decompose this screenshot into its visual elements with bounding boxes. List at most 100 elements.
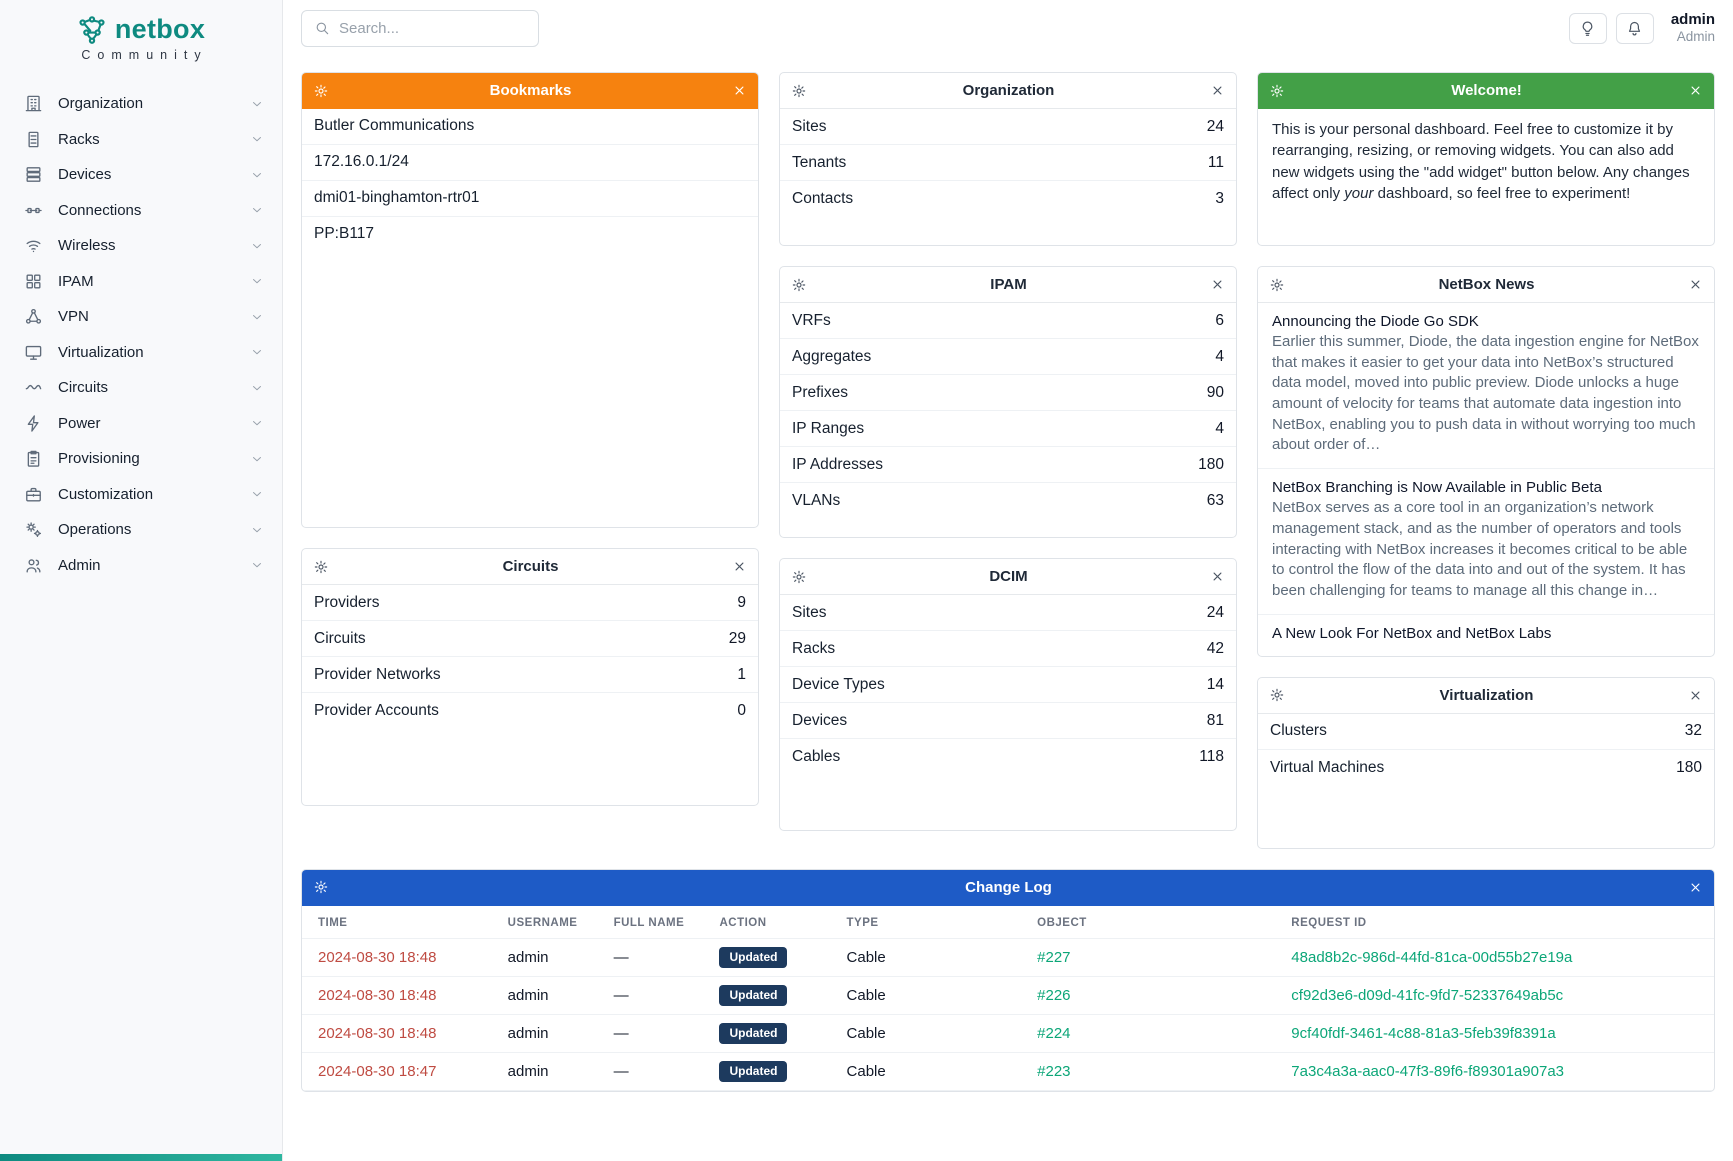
bookmark-item[interactable]: Butler Communications [302, 109, 758, 145]
changelog-request-link[interactable]: cf92d3e6-d09d-41fc-9fd7-52337649ab5c [1291, 986, 1564, 1004]
sidebar-item-connections[interactable]: Connections [0, 193, 282, 229]
sidebar-item-label: Customization [58, 485, 154, 503]
changelog-request-link[interactable]: 9cf40fdf-3461-4c88-81a3-5feb39f8391a [1291, 1024, 1556, 1042]
stat-value: 180 [1676, 758, 1702, 776]
close-icon[interactable] [1688, 880, 1703, 895]
stat-label-link[interactable]: Device Types [792, 675, 885, 693]
changelog-time-link[interactable]: 2024-08-30 18:47 [318, 1062, 437, 1080]
stat-label-link[interactable]: VLANs [792, 492, 841, 509]
stat-label-link[interactable]: Clusters [1270, 722, 1327, 740]
gear-icon[interactable] [1269, 277, 1285, 293]
ipam-icon [24, 272, 45, 291]
widget-welcome: Welcome! This is your personal dashboard… [1257, 72, 1715, 246]
stat-row: VLANs 63 [780, 483, 1236, 519]
changelog-request-link[interactable]: 48ad8b2c-986d-44fd-81ca-00d55b27e19a [1291, 948, 1573, 966]
sidebar-item-wireless[interactable]: Wireless [0, 228, 282, 264]
stat-label-link[interactable]: Providers [314, 593, 380, 611]
stat-label-link[interactable]: Aggregates [792, 347, 872, 365]
gear-icon[interactable] [1269, 83, 1285, 99]
stat-label-link[interactable]: Provider Networks [314, 665, 441, 683]
widget-header: Welcome! [1258, 73, 1714, 109]
gear-icon[interactable] [791, 83, 807, 99]
gear-icon[interactable] [791, 277, 807, 293]
sidebar-item-vpn[interactable]: VPN [0, 299, 282, 335]
stat-label-link[interactable]: IP Ranges [792, 419, 865, 437]
changelog-header-row: TIME USERNAME FULL NAME ACTION TYPE OBJECT REQ… [302, 905, 1714, 939]
sidebar-item-racks[interactable]: Racks [0, 122, 282, 158]
close-icon[interactable] [1688, 688, 1703, 703]
stat-value: 6 [1215, 311, 1224, 329]
changelog-type: Cable [846, 1062, 886, 1080]
bookmark-item[interactable]: dmi01-binghamton-rtr01 [302, 181, 758, 217]
brand-logo[interactable]: netbox [0, 14, 282, 45]
dashboard: Bookmarks Butler Communications 172.16.0.… [283, 56, 1733, 1161]
changelog-column-header: ACTION [711, 905, 839, 939]
news-article-title[interactable]: A New Look For NetBox and NetBox Labs [1272, 624, 1552, 642]
stat-label-link[interactable]: Cables [792, 748, 841, 765]
bookmark-item[interactable]: 172.16.0.1/24 [302, 145, 758, 181]
bookmark-item[interactable]: PP:B117 [314, 225, 375, 242]
news-article-body: Earlier this summer, Diode, the data ing… [1272, 333, 1699, 454]
stat-label-link[interactable]: Devices [792, 711, 848, 729]
changelog-object-link[interactable]: #224 [1037, 1024, 1071, 1042]
stat-label-link[interactable]: Virtual Machines [1270, 758, 1385, 776]
changelog-object-link[interactable]: #226 [1037, 986, 1071, 1004]
gear-icon[interactable] [313, 83, 329, 99]
notifications-button[interactable] [1615, 12, 1654, 44]
stat-label-link[interactable]: Sites [792, 603, 827, 621]
gear-icon[interactable] [313, 879, 329, 895]
changelog-request-link[interactable]: 7a3c4a3a-aac0-47f3-89f6-f89301a907a3 [1291, 1062, 1565, 1080]
changelog-object-link[interactable]: #227 [1037, 948, 1071, 966]
stat-row: IP Ranges 4 [780, 411, 1236, 447]
close-icon[interactable] [732, 559, 747, 574]
sidebar-item-organization[interactable]: Organization [0, 86, 282, 122]
chevron-down-icon [250, 203, 264, 217]
sidebar-item-operations[interactable]: Operations [0, 512, 282, 548]
stat-label-link[interactable]: Prefixes [792, 383, 848, 401]
theme-toggle-button[interactable] [1568, 12, 1607, 44]
widget-bookmarks: Bookmarks Butler Communications 172.16.0.… [301, 72, 759, 528]
welcome-text: This is your personal dashboard. Feel fr… [1272, 121, 1690, 202]
close-icon[interactable] [1210, 569, 1225, 584]
chevron-down-icon [250, 452, 264, 466]
sidebar-item-customization[interactable]: Customization [0, 477, 282, 513]
search-input[interactable] [339, 19, 538, 37]
sidebar-item-label: Connections [58, 201, 142, 219]
changelog-time-link[interactable]: 2024-08-30 18:48 [318, 986, 437, 1004]
close-icon[interactable] [1210, 83, 1225, 98]
sidebar-item-virtualization[interactable]: Virtualization [0, 335, 282, 371]
sidebar-item-power[interactable]: Power [0, 406, 282, 442]
stat-label-link[interactable]: VRFs [792, 311, 831, 329]
news-article-title[interactable]: Announcing the Diode Go SDK [1272, 313, 1479, 330]
close-icon[interactable] [1688, 83, 1703, 98]
stat-label-link[interactable]: Circuits [314, 629, 366, 647]
stat-label-link[interactable]: Sites [792, 117, 827, 135]
stat-row: Racks 42 [780, 631, 1236, 667]
close-icon[interactable] [1688, 277, 1703, 292]
gear-icon[interactable] [313, 559, 329, 575]
sidebar-item-provisioning[interactable]: Provisioning [0, 441, 282, 477]
sidebar-item-devices[interactable]: Devices [0, 157, 282, 193]
changelog-column-header: OBJECT [1029, 905, 1284, 939]
stat-row: Sites 24 [780, 109, 1236, 145]
stat-value: 81 [1206, 711, 1224, 729]
stat-label-link[interactable]: Racks [792, 639, 836, 657]
gear-icon[interactable] [1269, 687, 1285, 703]
sidebar-item-circuits[interactable]: Circuits [0, 370, 282, 406]
stat-label-link[interactable]: IP Addresses [792, 455, 884, 473]
sidebar-item-ipam[interactable]: IPAM [0, 264, 282, 300]
news-article-title[interactable]: NetBox Branching is Now Available in Pub… [1272, 479, 1602, 497]
close-icon[interactable] [1210, 277, 1225, 292]
changelog-time-link[interactable]: 2024-08-30 18:48 [318, 1024, 437, 1042]
sidebar-item-admin[interactable]: Admin [0, 548, 282, 584]
stat-label-link[interactable]: Contacts [792, 190, 854, 207]
stat-label-link[interactable]: Tenants [792, 153, 847, 171]
chevron-down-icon [250, 132, 264, 146]
gear-icon[interactable] [791, 569, 807, 585]
close-icon[interactable] [732, 83, 747, 98]
changelog-time-link[interactable]: 2024-08-30 18:48 [318, 948, 437, 966]
changelog-object-link[interactable]: #223 [1037, 1062, 1071, 1080]
user-menu[interactable]: admin Admin [1671, 11, 1715, 44]
stat-label-link[interactable]: Provider Accounts [314, 702, 439, 719]
